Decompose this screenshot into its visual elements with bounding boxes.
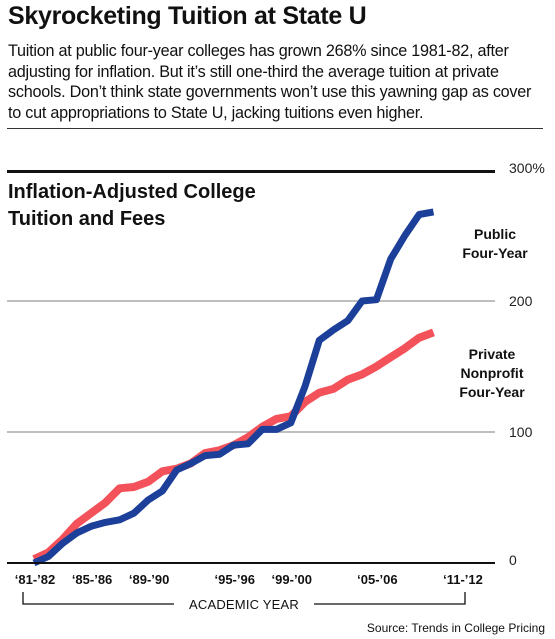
y-tick-label: 100 [509,424,533,440]
x-axis-title: ACADEMIC YEAR [189,597,299,612]
y-tick-label: 300% [509,160,545,176]
x-axis-title-backdrop [174,596,314,612]
x-tick-label: ‘89-’90 [129,572,169,587]
y-tick-label: 0 [509,552,517,568]
x-tick-label: ‘95-’96 [214,572,254,587]
chart-top-rule [7,170,495,173]
source-note: Source: Trends in College Pricing [366,621,545,635]
y-tick-label: 200 [509,293,533,309]
chart-title: Inflation-Adjusted College Tuition and F… [8,179,256,233]
series-line-public [32,208,435,567]
x-tick-label: ‘11-’12 [443,572,483,587]
intro-paragraph: Tuition at public four-year colleges has… [8,42,532,122]
x-tick-label: ‘05-’06 [357,572,397,587]
chart-title-line-1: Inflation-Adjusted College [8,181,256,203]
chart-title-line-2: Tuition and Fees [8,208,166,230]
series-label-public: Public Four-Year [462,226,528,261]
series-label-private: Private Nonprofit Four-Year [459,346,525,400]
x-tick-label: ‘81-’82 [15,572,55,587]
x-tick-label: ‘99-’00 [272,572,312,587]
headline: Skyrocketing Tuition at State U [8,2,367,30]
header-divider [7,128,543,129]
x-tick-label: ‘85-’86 [72,572,112,587]
